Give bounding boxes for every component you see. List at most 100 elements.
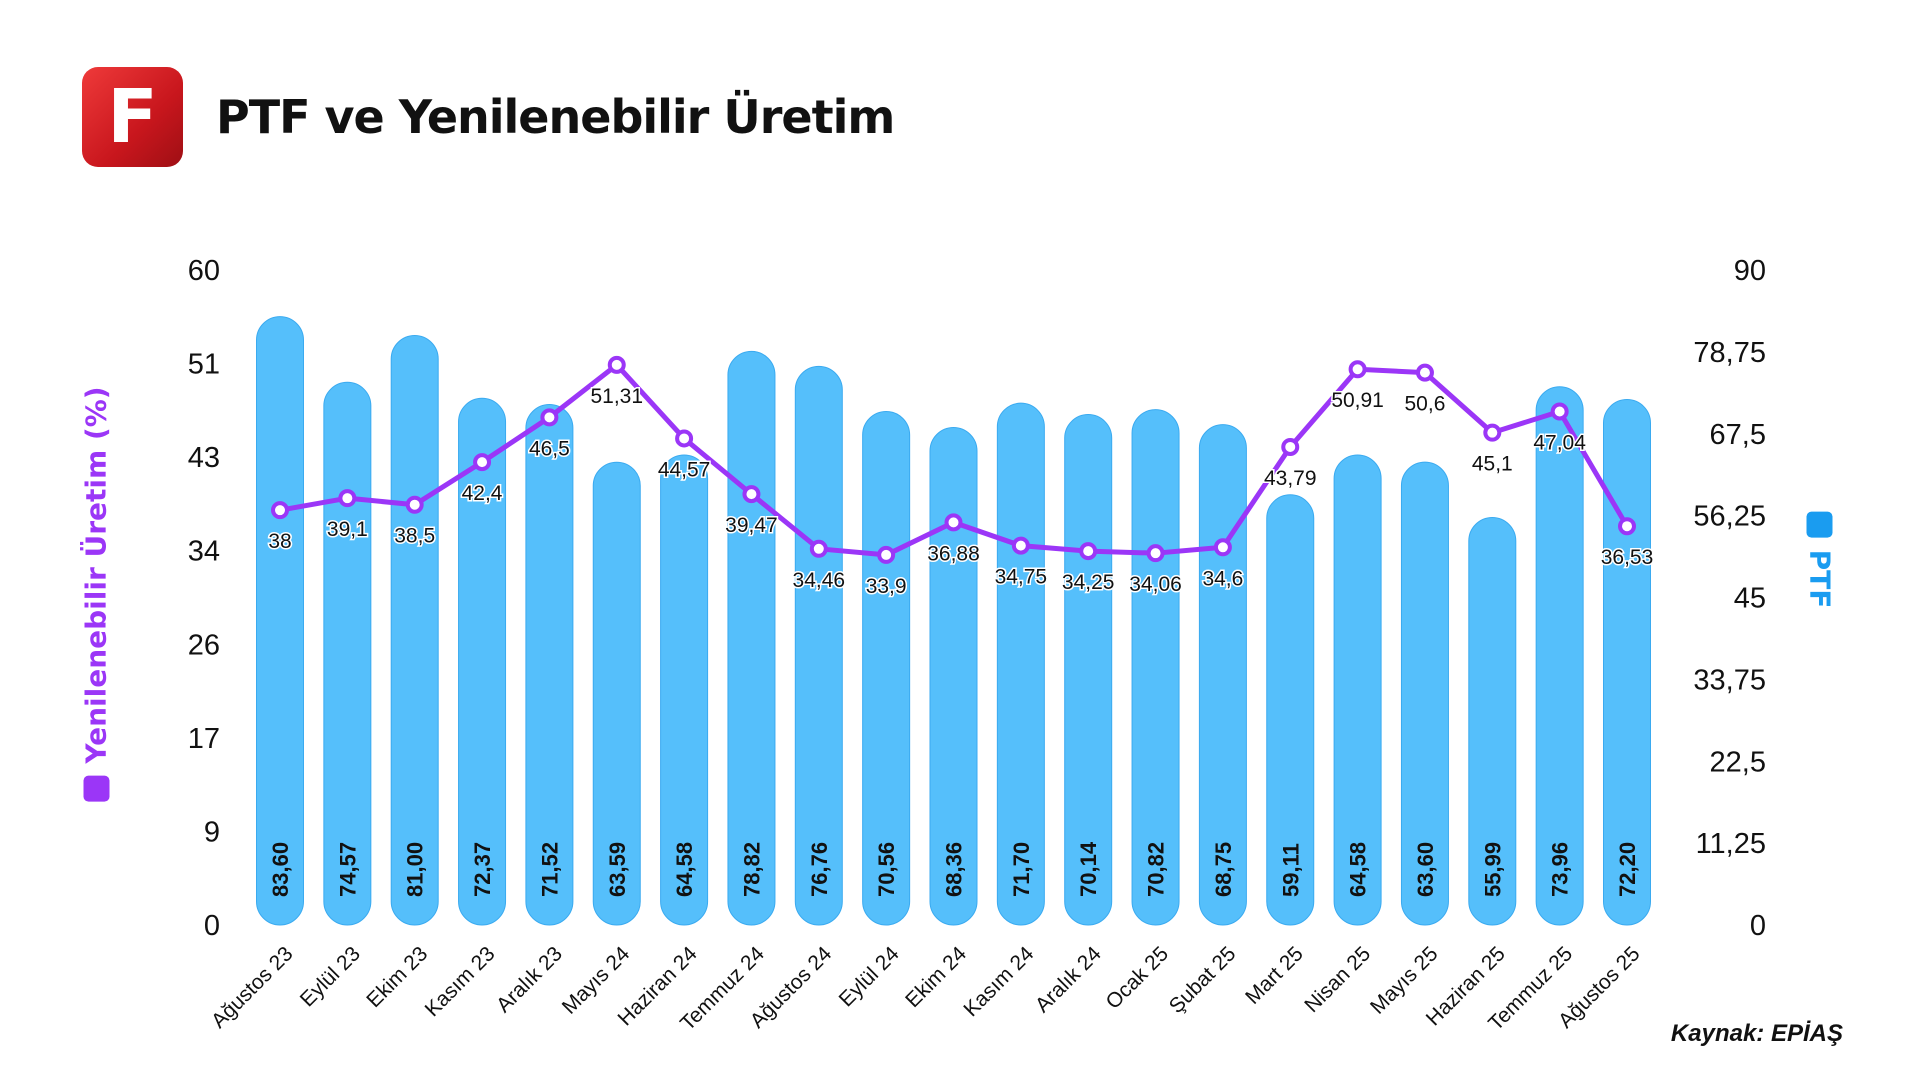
chart-title: PTF ve Yenilenebilir Üretim bbox=[216, 90, 895, 144]
ptf-bar bbox=[1333, 454, 1382, 926]
brand-logo: F bbox=[82, 67, 183, 167]
ptf-bar bbox=[458, 397, 507, 926]
ptf-bar bbox=[1535, 386, 1584, 926]
renewable-value-label: 34,6 bbox=[1202, 567, 1243, 590]
x-tick-label: Aralık 23 bbox=[492, 942, 567, 1017]
left-tick-label: 9 bbox=[204, 816, 220, 848]
ptf-bar bbox=[929, 426, 978, 926]
right-axis-title: PTF bbox=[1803, 549, 1837, 609]
ptf-bar-value-label: 83,60 bbox=[268, 842, 293, 897]
ptf-bar-value-label: 70,14 bbox=[1076, 841, 1101, 897]
right-axis-legend: PTF bbox=[1803, 511, 1837, 609]
ptf-bar bbox=[727, 350, 776, 926]
renewable-value-label: 34,75 bbox=[995, 566, 1048, 589]
legend-swatch-ptf bbox=[1807, 511, 1833, 538]
logo-letter: F bbox=[107, 74, 158, 160]
right-tick-label: 22,5 bbox=[1710, 746, 1766, 778]
x-tick-label: Şubat 25 bbox=[1165, 942, 1241, 1018]
renewable-value-label: 45,1 bbox=[1472, 453, 1513, 476]
x-tick-label: Ekim 24 bbox=[901, 942, 971, 1012]
ptf-bar bbox=[323, 381, 372, 926]
ptf-bar bbox=[1400, 461, 1449, 926]
left-tick-label: 60 bbox=[188, 255, 220, 287]
renewable-point bbox=[540, 408, 559, 427]
ptf-bar bbox=[1603, 399, 1651, 926]
renewable-point bbox=[1348, 360, 1367, 379]
right-tick-label: 90 bbox=[1734, 255, 1766, 287]
renewable-value-label: 33,9 bbox=[866, 575, 907, 598]
ptf-bar bbox=[660, 454, 709, 926]
ptf-bar bbox=[1266, 494, 1315, 926]
right-tick-label: 45 bbox=[1734, 583, 1766, 615]
renewable-value-label: 42,4 bbox=[462, 482, 503, 505]
x-tick-label: Kasım 23 bbox=[421, 942, 500, 1021]
ptf-bar-value-label: 73,96 bbox=[1548, 842, 1573, 897]
x-tick-label: Kasım 24 bbox=[959, 942, 1038, 1021]
ptf-bar bbox=[862, 410, 911, 926]
renewable-value-label: 34,25 bbox=[1062, 571, 1115, 594]
renewable-point bbox=[405, 495, 424, 514]
renewable-point bbox=[809, 539, 828, 558]
renewable-point bbox=[338, 489, 357, 508]
right-tick-label: 56,25 bbox=[1693, 501, 1766, 533]
ptf-bar bbox=[1131, 409, 1180, 926]
renewable-point bbox=[271, 501, 289, 520]
x-tick-label: Nisan 25 bbox=[1300, 942, 1375, 1017]
ptf-bar-value-label: 68,75 bbox=[1211, 842, 1236, 897]
left-tick-label: 51 bbox=[188, 349, 220, 381]
renewable-value-label: 47,04 bbox=[1533, 431, 1586, 454]
ptf-bar-value-label: 63,59 bbox=[605, 842, 630, 897]
ptf-bar-value-label: 70,82 bbox=[1144, 842, 1169, 897]
ptf-bar-value-label: 70,56 bbox=[874, 842, 899, 897]
renewable-point bbox=[1146, 544, 1165, 563]
ptf-bar-value-label: 63,60 bbox=[1413, 842, 1438, 897]
ptf-bar bbox=[1064, 414, 1113, 926]
ptf-bar bbox=[996, 402, 1045, 926]
renewable-point bbox=[607, 355, 626, 374]
ptf-bar-value-label: 55,99 bbox=[1480, 842, 1505, 897]
source-note: Kaynak: EPİAŞ bbox=[1670, 1020, 1843, 1047]
ptf-bar bbox=[390, 335, 439, 926]
ptf-bar-value-label: 71,70 bbox=[1009, 842, 1034, 897]
renewable-point bbox=[1079, 542, 1098, 561]
x-tick-label: Mart 25 bbox=[1241, 942, 1308, 1009]
x-tick-label: Ocak 25 bbox=[1102, 942, 1174, 1014]
renewable-value-label: 36,53 bbox=[1601, 546, 1654, 569]
renewable-point bbox=[742, 485, 761, 504]
right-tick-label: 67,5 bbox=[1710, 419, 1766, 451]
renewable-value-label: 38 bbox=[268, 530, 291, 553]
left-tick-label: 34 bbox=[188, 536, 220, 568]
renewable-value-label: 44,57 bbox=[658, 458, 711, 481]
ptf-bar bbox=[592, 461, 641, 926]
ptf-bar-value-label: 76,76 bbox=[807, 842, 832, 897]
renewable-value-label: 34,46 bbox=[793, 569, 846, 592]
renewable-value-label: 46,5 bbox=[529, 437, 570, 460]
ptf-bar-value-label: 71,52 bbox=[537, 842, 562, 897]
ptf-bar-value-label: 74,57 bbox=[335, 842, 360, 897]
left-axis-title: Yenilenebilir Üretim (%) bbox=[79, 386, 113, 764]
left-tick-label: 0 bbox=[204, 910, 220, 942]
right-tick-label: 0 bbox=[1750, 910, 1766, 942]
renewable-point bbox=[1213, 538, 1232, 557]
left-tick-label: 43 bbox=[188, 442, 220, 474]
renewable-point bbox=[944, 513, 963, 532]
right-tick-label: 11,25 bbox=[1696, 828, 1766, 860]
x-tick-label: Ağustos 23 bbox=[207, 942, 298, 1033]
ptf-bar-value-label: 64,58 bbox=[672, 842, 697, 897]
left-axis-legend: Yenilenebilir Üretim (%) bbox=[79, 386, 113, 802]
ptf-bar bbox=[256, 316, 304, 926]
right-tick-label: 78,75 bbox=[1693, 337, 1766, 369]
renewable-value-label: 50,6 bbox=[1405, 393, 1446, 416]
left-tick-label: 26 bbox=[188, 629, 220, 661]
x-tick-label: Eylül 24 bbox=[835, 942, 904, 1011]
ptf-bar-value-label: 68,36 bbox=[942, 842, 967, 897]
renewable-point bbox=[1281, 437, 1300, 456]
ptf-bar-value-label: 72,37 bbox=[470, 842, 495, 897]
renewable-value-label: 36,88 bbox=[927, 542, 980, 565]
renewable-point bbox=[473, 453, 492, 472]
renewable-value-label: 38,5 bbox=[394, 525, 435, 548]
renewable-point bbox=[1011, 536, 1030, 555]
left-tick-label: 17 bbox=[188, 723, 220, 755]
renewable-value-label: 39,47 bbox=[725, 514, 778, 537]
